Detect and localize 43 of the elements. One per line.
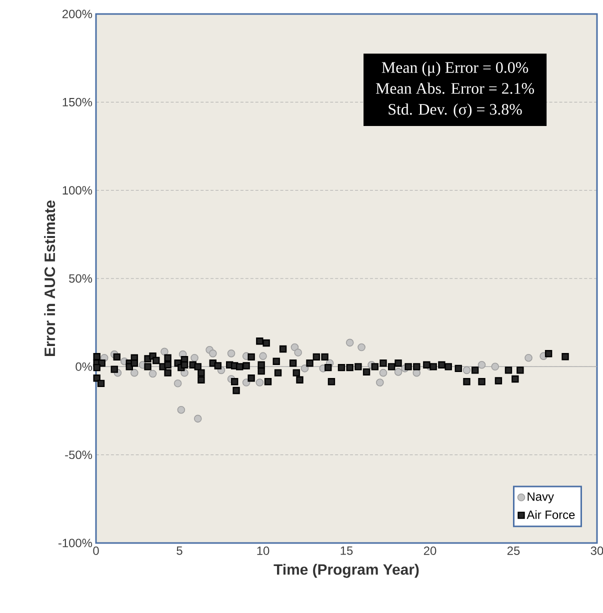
annotation: Mean Abs. Error = 2.1% — [376, 82, 534, 94]
point — [379, 368, 388, 377]
y-tick-label: 150% — [62, 98, 92, 106]
point — [160, 348, 168, 356]
point — [194, 414, 202, 423]
point — [130, 368, 138, 377]
x-tick-label: 10 — [257, 546, 270, 555]
y-axis-title: Error in AUC Estimate — [44, 200, 56, 356]
y-tick-label: 0% — [76, 362, 92, 371]
point — [478, 360, 486, 369]
point — [358, 343, 366, 352]
x-tick-label: 15 — [340, 546, 353, 555]
point — [294, 348, 302, 356]
y-tick-label: 100% — [62, 186, 92, 195]
y-tick-label: 50% — [69, 274, 92, 283]
point — [227, 350, 236, 358]
point — [491, 362, 500, 371]
point — [259, 352, 267, 360]
point — [209, 350, 217, 358]
point — [174, 380, 182, 388]
point — [190, 354, 198, 362]
point — [394, 368, 402, 376]
x-tick-label: 30 — [590, 546, 603, 555]
annotation: Mean (μ) Error = 0.0% — [382, 62, 528, 76]
x-tick-label: 0 — [93, 546, 99, 555]
point — [148, 370, 157, 378]
point — [376, 378, 384, 386]
point — [524, 354, 532, 362]
y-tick-label: -50% — [65, 450, 92, 460]
x-tick-label: 5 — [176, 546, 182, 555]
point — [300, 364, 309, 372]
x-tick-label: 25 — [507, 546, 520, 555]
x-axis-title: Time (Program Year) — [274, 564, 419, 578]
legend-label: Navy — [528, 492, 554, 504]
point — [346, 338, 354, 347]
legend-label: Air Force — [526, 510, 575, 519]
point — [256, 378, 264, 386]
y-tick-label: 200% — [62, 10, 92, 18]
point — [462, 366, 471, 374]
annotation: Std. Dev. (σ) = 3.8% — [388, 104, 522, 118]
x-tick-label: 20 — [424, 546, 436, 555]
y-tick-label: -100% — [58, 538, 92, 548]
point — [177, 406, 186, 414]
